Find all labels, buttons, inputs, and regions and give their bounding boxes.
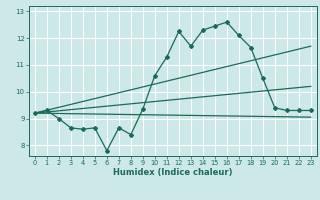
X-axis label: Humidex (Indice chaleur): Humidex (Indice chaleur)	[113, 168, 233, 177]
